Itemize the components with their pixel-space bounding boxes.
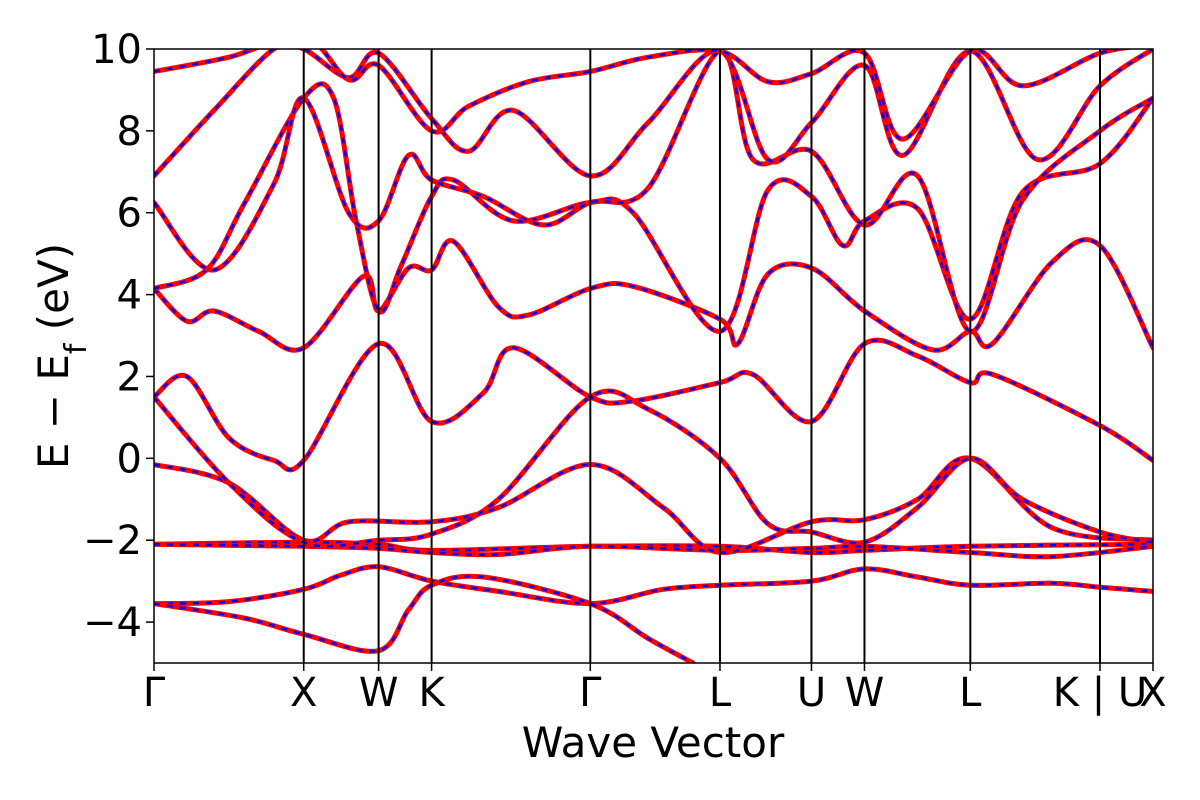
y-tick-label: 2 (117, 354, 142, 400)
x-tick-label: Γ (143, 670, 166, 716)
x-tick-label: W (359, 670, 399, 716)
y-tick-label: −4 (83, 600, 142, 646)
x-axis-title: Wave Vector (522, 718, 785, 767)
band-dash (154, 338, 1153, 472)
band-dash (154, 49, 1153, 333)
x-tick-label: K | U (1053, 670, 1147, 716)
band-line (154, 388, 1153, 549)
y-tick-label: 10 (91, 27, 142, 73)
y-axis-title: E − Ef (eV) (29, 243, 94, 469)
band-dash (154, 543, 1153, 559)
x-tick-label: Γ (579, 670, 602, 716)
high-symmetry-lines (302, 49, 1101, 663)
y-tick-label: 8 (117, 109, 142, 155)
x-tick-label: K (418, 670, 446, 716)
x-tick-label: L (959, 670, 982, 716)
y-tick-label: 0 (117, 436, 142, 482)
band-dash (154, 238, 1153, 352)
band-dash (154, 49, 1153, 178)
plot-frame (153, 48, 1154, 664)
y-tick-label: 4 (117, 273, 142, 319)
y-axis-title-subscript: f (59, 342, 94, 354)
band-4 (154, 541, 1153, 560)
y-axis-ticks: −4 −2 0 2 4 6 8 10 (83, 27, 154, 646)
y-tick-label: −2 (83, 518, 142, 564)
band-2 (154, 573, 696, 663)
band-10 (154, 49, 1153, 334)
y-axis-title-unit: (eV) (29, 243, 78, 344)
x-tick-label: X (1139, 670, 1166, 716)
band-6 (154, 388, 1153, 549)
x-tick-label: W (845, 670, 885, 716)
band-3 (154, 539, 1153, 556)
y-axis-title-main: E − E (29, 354, 78, 469)
x-tick-label: X (290, 670, 317, 716)
band-dash (154, 575, 694, 663)
band-1 (154, 564, 1153, 607)
y-tick-label: 6 (117, 191, 142, 237)
band-8 (154, 237, 1153, 353)
band-dash (154, 565, 1153, 605)
band-line (154, 573, 696, 663)
band-7 (154, 337, 1153, 473)
x-tick-label: L (709, 670, 732, 716)
x-tick-label: U (797, 670, 826, 716)
band-dash (154, 540, 1153, 554)
